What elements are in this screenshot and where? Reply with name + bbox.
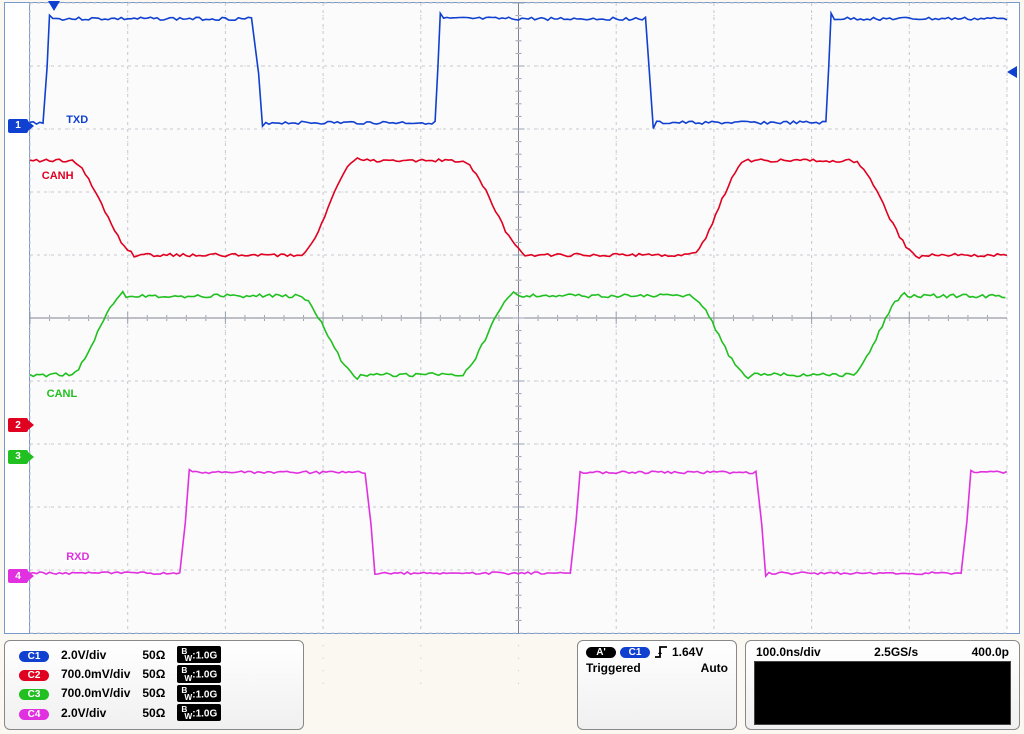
timebase-preview [754,661,1011,725]
channel-impedance: 50Ω [136,664,171,683]
channel-bw: BW:1.0G [177,704,221,721]
channel-pill: C1 [19,651,49,662]
trigger-source-badge: A' [586,647,616,658]
channel-marker-c4[interactable]: 4 [8,569,28,583]
channel-row-c3[interactable]: C3 700.0mV/div50Ω BW:1.0G [13,684,227,703]
channel-row-c4[interactable]: C4 2.0V/div50Ω BW:1.0G [13,703,227,722]
channel-marker-c2[interactable]: 2 [8,418,28,432]
channel-impedance: 50Ω [136,684,171,703]
timebase-perdiv: 100.0ns/div [756,645,821,659]
channel-row-c1[interactable]: C1 2.0V/div50Ω BW:1.0G [13,645,227,664]
channel-vdiv: 700.0mV/div [55,664,136,683]
channel-impedance: 50Ω [136,645,171,664]
waveform-c3 [30,292,1005,380]
channel-vdiv: 2.0V/div [55,645,136,664]
waveform-label-txd: TXD [64,114,90,126]
trigger-time-marker[interactable] [48,1,60,11]
channel-impedance: 50Ω [136,703,171,722]
channel-bw: BW:1.0G [177,665,221,682]
trigger-status: Triggered [586,661,641,675]
timebase-samplerate: 2.5GS/s [874,645,918,659]
waveform-svg [30,3,1007,633]
scope-frame: 1 TXD 2 CANH 3 CANL 4 RXD [4,2,1020,634]
scope-plot-area[interactable]: 1TXD2CANH3CANL4RXD [29,3,1007,633]
trigger-level-marker[interactable] [1007,66,1017,78]
trigger-edge-icon [654,645,668,659]
bottom-spacer [312,640,569,730]
channel-pill: C2 [19,670,49,681]
channel-bw: BW:1.0G [177,685,221,702]
channel-vdiv: 700.0mV/div [55,684,136,703]
waveform-label-canh: CANH [40,170,76,182]
channel-pill: C4 [19,709,49,720]
timebase-record: 400.0p [972,645,1009,659]
waveform-label-rxd: RXD [64,551,91,563]
trigger-mode: Auto [701,661,728,675]
bottom-bar: C12.0V/div50ΩBW:1.0GC2700.0mV/div50ΩBW:1… [4,640,1020,730]
channel-bw: BW:1.0G [177,646,221,663]
waveform-label-canl: CANL [45,388,80,400]
channel-marker-c1[interactable]: 1 [8,119,28,133]
channel-table: C12.0V/div50ΩBW:1.0GC2700.0mV/div50ΩBW:1… [13,645,227,722]
trigger-channel-badge: C1 [620,647,650,658]
channel-marker-c3[interactable]: 3 [8,450,28,464]
trigger-level: 1.64V [672,645,703,659]
trigger-panel[interactable]: A' C1 1.64V Triggered Auto [577,640,737,730]
channel-row-c2[interactable]: C2 700.0mV/div50Ω BW:1.0G [13,664,227,683]
channel-pill: C3 [19,689,49,700]
timebase-panel[interactable]: 100.0ns/div 2.5GS/s 400.0p [745,640,1020,730]
channel-vdiv: 2.0V/div [55,703,136,722]
channel-settings-panel[interactable]: C12.0V/div50ΩBW:1.0GC2700.0mV/div50ΩBW:1… [4,640,304,730]
